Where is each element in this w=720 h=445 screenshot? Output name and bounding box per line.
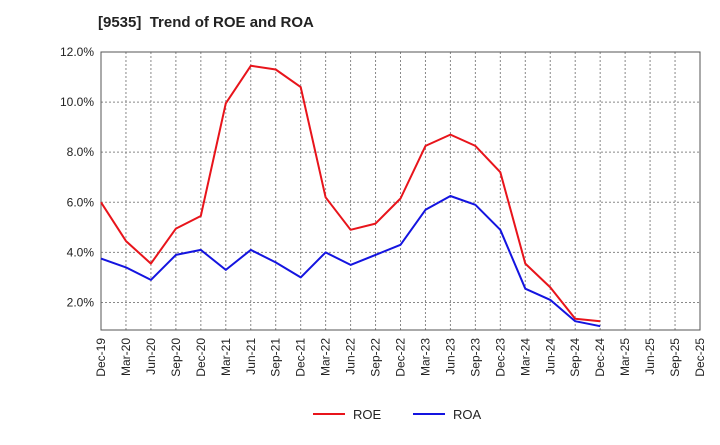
x-tick-label: Dec-22 [394, 338, 408, 377]
x-tick-label: Mar-21 [219, 338, 233, 376]
x-tick-label: Mar-25 [618, 338, 632, 376]
series-line-roa [100, 195, 601, 328]
y-tick-label: 4.0% [67, 245, 95, 259]
x-tick-label: Mar-23 [418, 338, 432, 376]
y-tick-label: 12.0% [60, 45, 94, 59]
x-tick-label: Dec-21 [294, 338, 308, 377]
x-tick-label: Jun-23 [443, 338, 457, 375]
x-tick-label: Dec-23 [493, 338, 507, 377]
x-tick-label: Sep-20 [169, 338, 183, 377]
x-tick-label: Dec-25 [693, 338, 707, 377]
grid-lines [101, 52, 700, 330]
x-tick-label: Jun-22 [344, 338, 358, 375]
x-tick-label: Sep-21 [269, 338, 283, 377]
legend-label-roa: ROA [453, 407, 482, 422]
legend-label-roe: ROE [353, 407, 382, 422]
x-tick-label: Jun-24 [543, 338, 557, 375]
x-tick-label: Sep-23 [468, 338, 482, 377]
x-tick-label: Sep-25 [668, 338, 682, 377]
x-tick-label: Mar-20 [119, 338, 133, 376]
x-tick-label: Mar-22 [319, 338, 333, 376]
y-axis: 2.0% 4.0% 6.0% 8.0% 10.0% 12.0% [60, 45, 94, 309]
x-tick-label: Mar-24 [518, 338, 532, 376]
series-lines [100, 64, 601, 328]
legend: ROE ROA [313, 407, 482, 422]
x-tick-label: Sep-22 [369, 338, 383, 377]
x-axis: Dec-19 Mar-20 Jun-20 Sep-20 Dec-20 Mar-21 Jun-… [94, 338, 707, 377]
y-tick-label: 8.0% [67, 145, 95, 159]
series-line-roe [100, 64, 601, 323]
y-tick-label: 6.0% [67, 195, 95, 209]
x-tick-label: Jun-20 [144, 338, 158, 375]
x-tick-label: Dec-24 [593, 338, 607, 377]
chart-title: [9535] Trend of ROE and ROA [98, 14, 314, 31]
x-tick-label: Dec-20 [194, 338, 208, 377]
x-tick-label: Sep-24 [568, 338, 582, 377]
x-tick-label: Jun-25 [643, 338, 657, 375]
y-tick-label: 2.0% [67, 295, 95, 309]
x-tick-label: Jun-21 [244, 338, 258, 375]
x-tick-label: Dec-19 [94, 338, 108, 377]
plot-area [100, 51, 701, 331]
y-tick-label: 10.0% [60, 95, 94, 109]
